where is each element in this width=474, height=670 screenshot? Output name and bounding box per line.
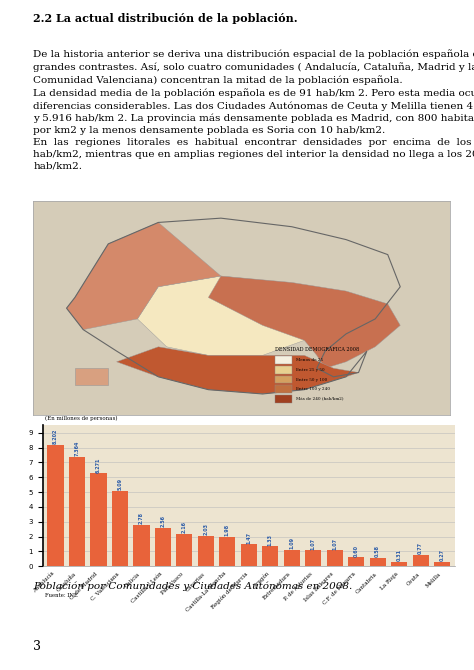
Bar — [370, 557, 386, 566]
Text: Entre 25 y 50: Entre 25 y 50 — [296, 368, 325, 372]
Bar — [284, 550, 300, 566]
Bar — [241, 545, 257, 566]
Text: 1.47: 1.47 — [246, 531, 251, 543]
Text: DENSIDAD DEMOGRÁFICA 2008: DENSIDAD DEMOGRÁFICA 2008 — [275, 347, 359, 352]
Bar — [262, 547, 278, 566]
Bar — [47, 445, 64, 566]
Text: Entre 100 y 240: Entre 100 y 240 — [296, 387, 330, 391]
Text: 1.98: 1.98 — [225, 524, 230, 536]
Bar — [112, 490, 128, 566]
Text: 3: 3 — [33, 640, 41, 653]
Text: Fuente: INE: Fuente: INE — [45, 593, 78, 598]
Text: 0.31: 0.31 — [397, 549, 401, 561]
Text: 2.16: 2.16 — [182, 521, 187, 533]
Bar — [434, 562, 450, 566]
Text: 2.03: 2.03 — [203, 523, 209, 535]
Text: 8.202: 8.202 — [53, 429, 58, 444]
Text: 1.07: 1.07 — [332, 537, 337, 549]
Text: 0.77: 0.77 — [418, 542, 423, 554]
Bar — [305, 550, 321, 566]
Text: 0.60: 0.60 — [354, 545, 359, 557]
Text: 1.33: 1.33 — [268, 534, 273, 545]
Bar — [198, 536, 214, 566]
Bar — [275, 395, 292, 403]
Bar — [327, 550, 343, 566]
Bar — [348, 557, 365, 566]
Text: Menos de 25: Menos de 25 — [296, 358, 323, 362]
Bar — [176, 534, 192, 566]
Text: Más de 240 (hab/km2): Más de 240 (hab/km2) — [296, 397, 344, 401]
Bar — [275, 376, 292, 383]
Text: Entre 50 y 100: Entre 50 y 100 — [296, 378, 327, 382]
Text: De la historia anterior se deriva una distribución espacial de la población espa: De la historia anterior se deriva una di… — [33, 50, 474, 170]
Text: 2.2 La actual distribución de la población.: 2.2 La actual distribución de la poblaci… — [33, 13, 298, 24]
Text: 6.271: 6.271 — [96, 457, 101, 472]
Bar — [91, 473, 107, 566]
Text: 0.58: 0.58 — [375, 545, 380, 557]
Bar — [275, 366, 292, 374]
Text: 1.07: 1.07 — [311, 537, 316, 549]
Text: 2.56: 2.56 — [160, 515, 165, 527]
Text: 0.27: 0.27 — [440, 549, 445, 561]
Bar — [219, 537, 236, 566]
Text: 5.09: 5.09 — [118, 478, 122, 490]
Bar — [413, 555, 428, 566]
Bar — [275, 385, 292, 393]
Text: 1.09: 1.09 — [289, 537, 294, 549]
Polygon shape — [75, 369, 108, 385]
Text: (En millones de personas): (En millones de personas) — [45, 416, 117, 421]
Bar — [275, 356, 292, 364]
Bar — [391, 561, 407, 566]
Text: Población por Comunidades y Ciudades Autónomas en 2008.: Población por Comunidades y Ciudades Aut… — [33, 582, 353, 591]
Text: 2.78: 2.78 — [139, 513, 144, 524]
Bar — [155, 528, 171, 566]
Bar — [133, 525, 149, 566]
Bar — [69, 457, 85, 566]
Text: 7.364: 7.364 — [74, 441, 80, 456]
